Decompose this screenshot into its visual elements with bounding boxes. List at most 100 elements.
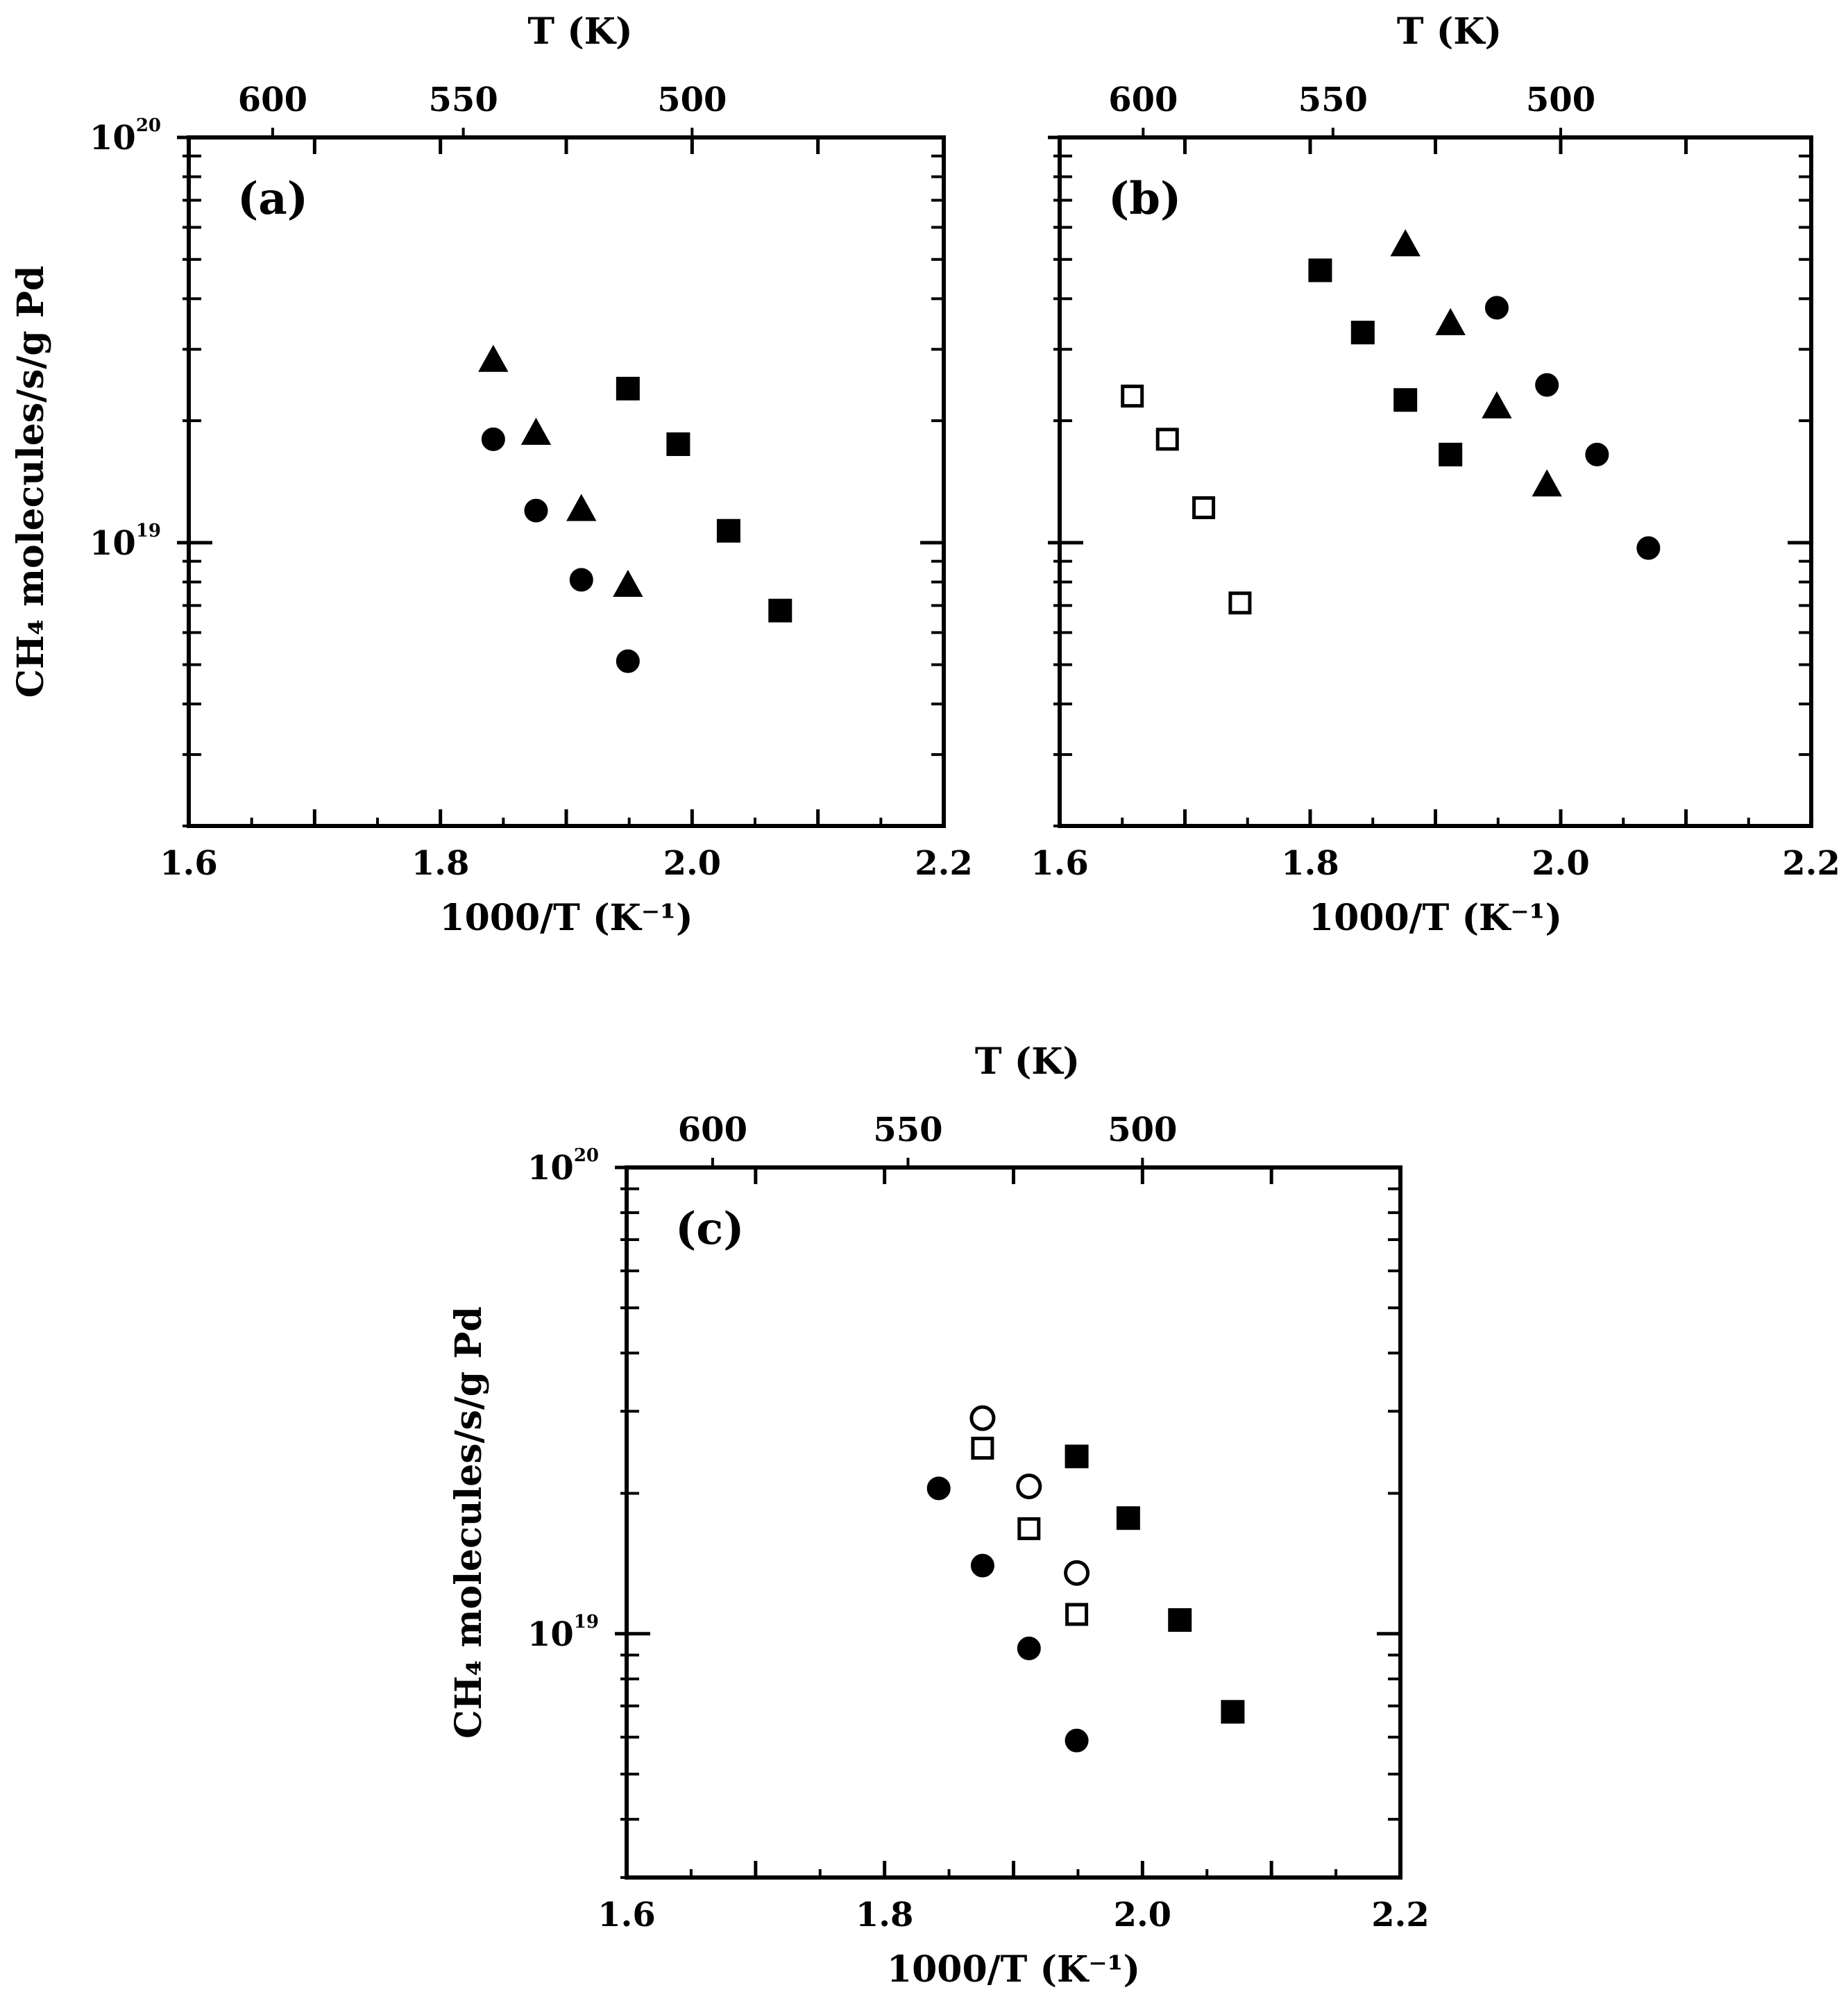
- top-axis-title: T (K): [527, 10, 632, 53]
- x-tick-label: 1.8: [412, 844, 470, 883]
- data-point-circle: [1017, 1636, 1041, 1660]
- y-tick-label: 1019: [527, 1612, 599, 1654]
- x-tick-label: 2.2: [1782, 844, 1840, 883]
- series-square-filled: [1308, 258, 1463, 466]
- data-point-triangle: [1435, 307, 1466, 335]
- data-point-square: [666, 432, 690, 456]
- data-point-square: [768, 598, 792, 623]
- y-tick-label: 1020: [527, 1145, 599, 1188]
- plot-frame: [1058, 135, 1813, 828]
- data-point-circle: [1535, 373, 1559, 397]
- top-tick-label: 600: [678, 1111, 747, 1149]
- data-point-triangle: [566, 493, 597, 521]
- top-axis-title: T (K): [975, 1040, 1080, 1083]
- y-tick-base: 10: [90, 524, 136, 563]
- data-point-square: [1192, 496, 1216, 519]
- data-point-square: [1065, 1444, 1089, 1469]
- x-tick-label: 1.6: [597, 1896, 656, 1934]
- series-square-open: [971, 1436, 1089, 1626]
- data-point-square: [1393, 388, 1418, 412]
- data-point-circle: [524, 498, 548, 523]
- x-tick-label: 1.6: [1031, 844, 1089, 883]
- data-point-triangle: [1390, 229, 1421, 257]
- top-tick-label: 500: [657, 81, 727, 119]
- panel-b: 1.6 1.8 2.0 2.2 600 550 500 T (K) 1000/T (K⁻¹) (b…: [1031, 10, 1840, 939]
- data-point-triangle: [1532, 469, 1562, 497]
- top-tick-label: 500: [1526, 81, 1595, 119]
- x-tick-label: 2.0: [663, 844, 722, 883]
- panel-label: (c): [675, 1203, 745, 1255]
- data-point-circle: [1636, 536, 1661, 560]
- data-point-circle: [1065, 1728, 1089, 1753]
- y-tick-label: 1019: [90, 521, 161, 563]
- data-point-square: [616, 376, 640, 400]
- data-point-triangle: [1482, 391, 1512, 419]
- x-tick-label: 2.0: [1532, 844, 1590, 883]
- data-point-square: [1308, 258, 1332, 282]
- data-point-circle: [970, 1553, 994, 1578]
- data-point-square: [1116, 1506, 1140, 1530]
- data-point-circle: [569, 568, 593, 592]
- series-square-filled: [1065, 1444, 1245, 1724]
- series-triangle-filled: [478, 344, 643, 597]
- series-circle-filled: [481, 427, 640, 673]
- y-tick-exp: 19: [574, 1612, 599, 1632]
- data-point-circle: [481, 427, 505, 451]
- y-tick-exp: 19: [136, 521, 161, 541]
- data-point-square: [1065, 1603, 1089, 1626]
- x-tick-label: 1.8: [856, 1896, 914, 1934]
- top-axis-title: T (K): [1397, 10, 1502, 53]
- top-tick-label: 500: [1108, 1111, 1177, 1149]
- plot-frame: [625, 1165, 1402, 1880]
- data-point-circle: [1064, 1560, 1090, 1586]
- x-tick-label: 2.2: [1371, 1896, 1430, 1934]
- y-tick-base: 10: [527, 1615, 574, 1654]
- series-circle-open: [969, 1405, 1090, 1586]
- data-point-square: [1439, 442, 1463, 466]
- y-tick-label: 1020: [90, 115, 161, 158]
- data-point-circle: [1016, 1473, 1042, 1499]
- y-axis-title: CH₄ molecules/s/g Pd: [10, 266, 52, 698]
- top-tick-label: 600: [238, 81, 307, 119]
- y-tick-base: 10: [90, 119, 136, 158]
- data-point-circle: [1585, 442, 1609, 466]
- y-tick-base: 10: [527, 1149, 574, 1188]
- top-tick-label: 600: [1108, 81, 1178, 119]
- panel-label: (a): [237, 173, 308, 225]
- x-axis-title: 1000/T (K⁻¹): [1309, 897, 1562, 939]
- data-point-square: [716, 518, 740, 543]
- data-point-triangle: [520, 417, 552, 445]
- x-axis-title: 1000/T (K⁻¹): [439, 897, 693, 939]
- data-point-square: [1017, 1517, 1041, 1540]
- series-square-open: [1121, 385, 1252, 615]
- data-point-square: [971, 1436, 994, 1460]
- data-point-circle: [1484, 296, 1509, 320]
- data-point-square: [1221, 1700, 1245, 1724]
- data-point-square: [1228, 591, 1252, 615]
- series-square-filled: [616, 376, 792, 623]
- x-tick-label: 2.0: [1114, 1896, 1172, 1934]
- top-tick-label: 550: [1298, 81, 1368, 119]
- y-axis-title: CH₄ molecules/s/g Pd: [448, 1306, 490, 1739]
- series-circle-filled: [1484, 296, 1661, 560]
- panel-label: (b): [1108, 173, 1181, 225]
- y-tick-exp: 20: [574, 1145, 599, 1166]
- x-tick-label: 1.8: [1281, 844, 1339, 883]
- data-point-triangle: [478, 344, 509, 372]
- top-tick-label: 550: [873, 1111, 942, 1149]
- x-axis-title: 1000/T (K⁻¹): [887, 1948, 1140, 1991]
- top-tick-label: 550: [429, 81, 498, 119]
- data-point-square: [1168, 1608, 1192, 1632]
- data-point-circle: [616, 649, 640, 673]
- x-tick-label: 2.2: [915, 844, 973, 883]
- x-tick-label: 1.6: [160, 844, 218, 883]
- data-point-square: [1121, 385, 1144, 408]
- plot-frame: [187, 135, 946, 828]
- data-point-square: [1350, 321, 1375, 345]
- data-point-triangle: [613, 569, 643, 597]
- data-point-circle: [969, 1405, 996, 1431]
- series-triangle-filled: [1390, 229, 1562, 497]
